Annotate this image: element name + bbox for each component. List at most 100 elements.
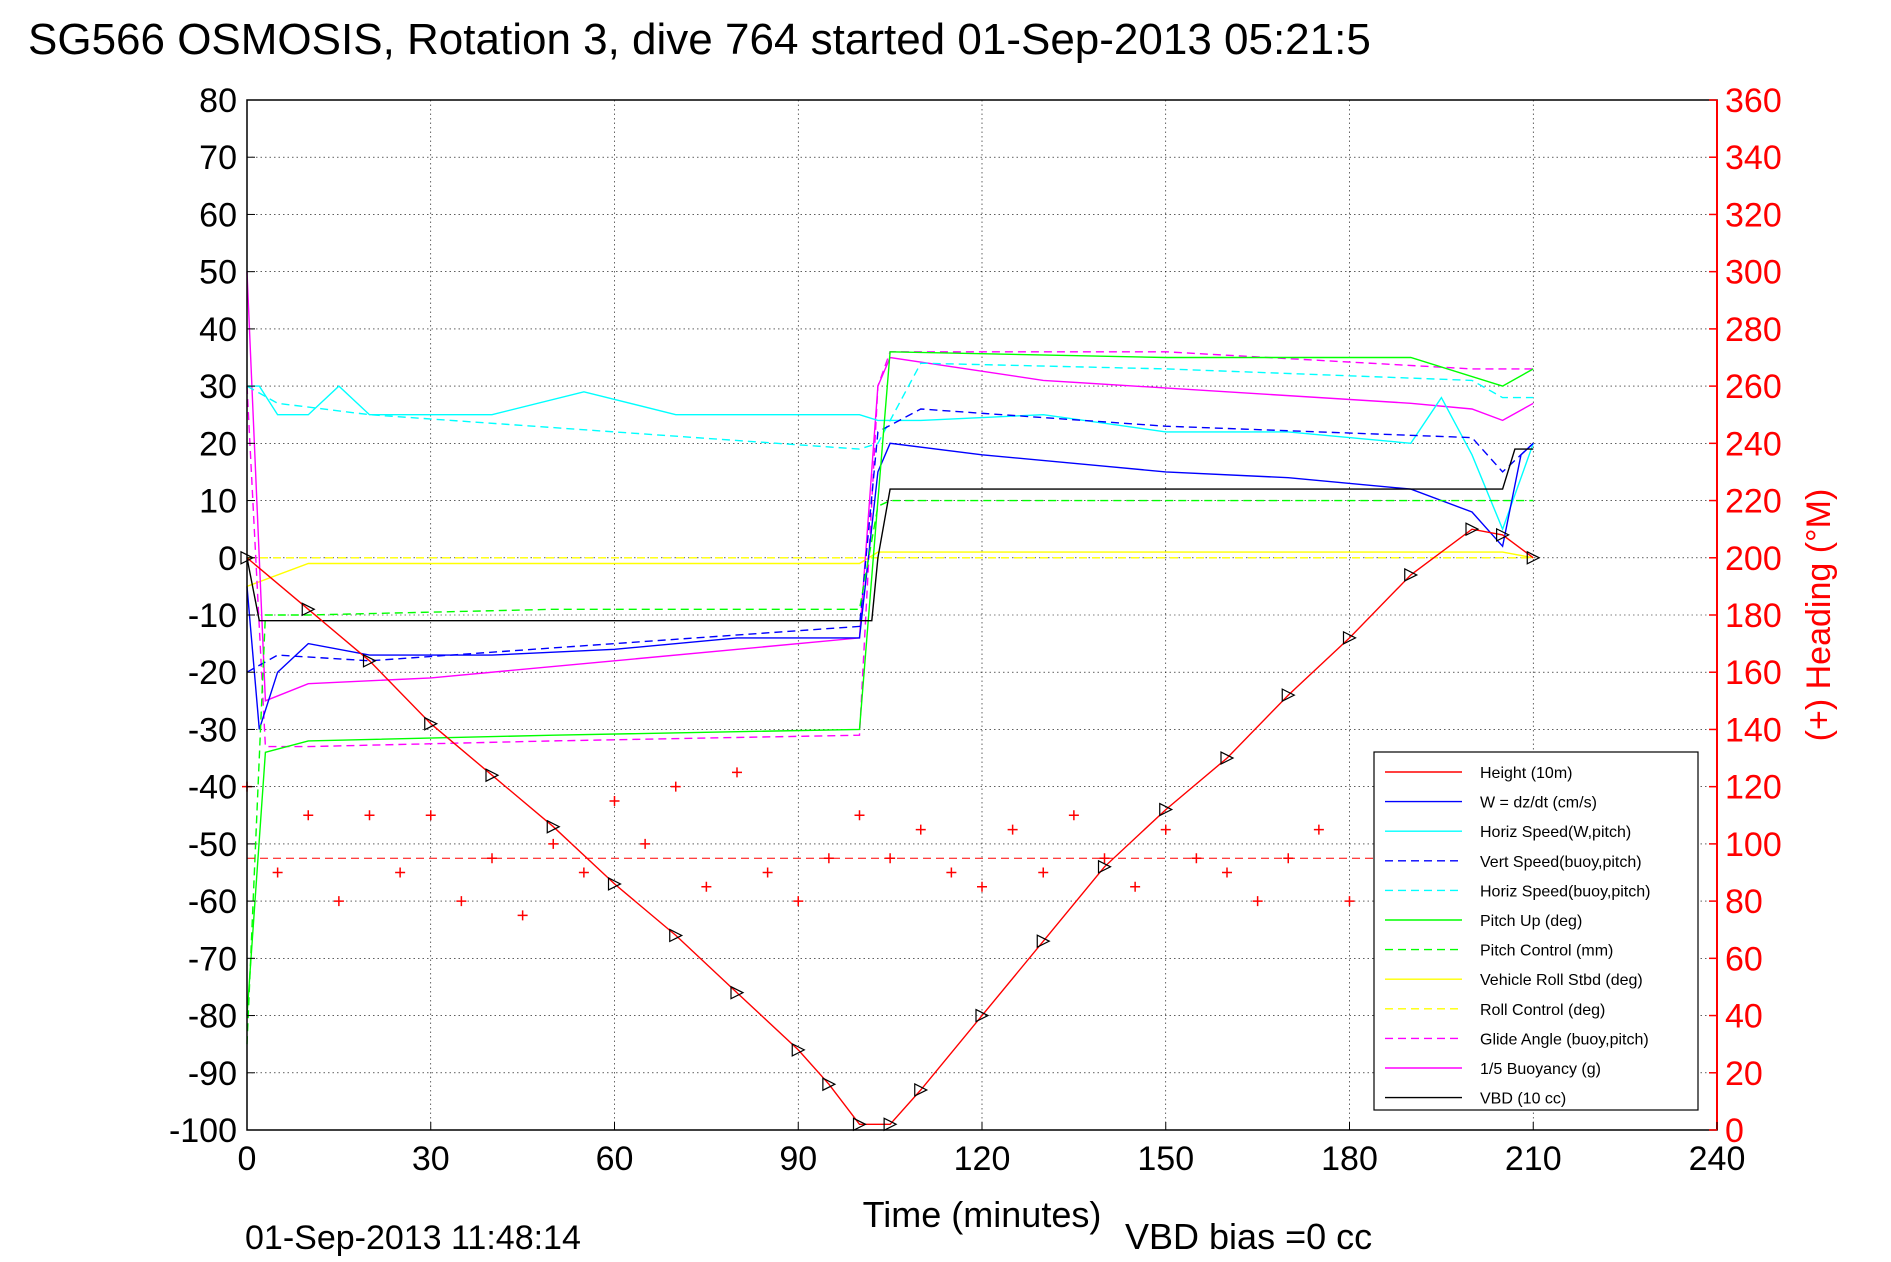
height-marker [301,602,316,617]
x-tick-label: 150 [1137,1140,1194,1178]
y-tick-label: -90 [188,1055,237,1093]
height-marker [791,1042,806,1057]
height-marker [424,716,439,731]
series-line-3 [246,408,1534,673]
legend: Height (10m) W = dz/dt (cm/s) Horiz Speed(… [1373,751,1699,1111]
heading-point [272,867,283,878]
series-line-4 [246,362,1534,450]
y2-tick-label: 0 [1725,1112,1744,1150]
height-marker [485,768,500,783]
chart-title: SG566 OSMOSIS, Rotation 3, dive 764 star… [28,15,1371,64]
legend-label: Pitch Up (deg) [1480,913,1582,930]
heading-point [1283,853,1294,864]
legend-label: Pitch Control (mm) [1480,943,1613,960]
heading-point [1313,824,1324,835]
y2-tick-label: 20 [1725,1055,1763,1093]
heading-point [793,896,804,907]
x-tick-label: 240 [1689,1140,1746,1178]
heading-point [701,881,712,892]
legend-label: Horiz Speed(buoy,pitch) [1480,883,1650,900]
heading-point [670,781,681,792]
series-line-2 [247,385,1534,532]
heading-point [1222,867,1232,878]
y2-tick-label: 280 [1725,311,1782,349]
y-tick-label: -50 [188,826,237,864]
legend-label: Height (10m) [1480,765,1572,782]
heading-point [1068,810,1079,821]
y-axis-left: 80 70 60 50 40 30 20 10 0 -10 -20 -30 -40 -50 -60 -70 -8… [169,82,255,1150]
y-tick-label: 10 [199,483,237,521]
heading-point [946,867,957,878]
height-marker [1496,527,1510,542]
x-tick-label: 90 [779,1140,817,1178]
legend-label: Vehicle Roll Stbd (deg) [1480,972,1643,989]
height-marker [1159,802,1174,817]
y-tick-label: 50 [199,254,237,292]
heading-point [823,853,834,864]
heading-point [977,881,987,892]
y-tick-label: 0 [218,540,237,578]
heading-point [578,867,589,878]
vbd-bias-label: VBD bias =0 cc [1125,1216,1372,1257]
x-tick-label: 60 [596,1140,634,1178]
series-line-10 [246,271,1534,702]
heading-point [762,867,773,878]
y-axis-right-label: (+) Heading (°M) [1800,489,1838,742]
y2-tick-label: 120 [1725,769,1782,807]
y-tick-label: -20 [188,654,237,692]
heading-point [425,810,436,821]
heading-point [609,795,620,806]
series-line-9 [246,351,1534,748]
x-tick-label: 180 [1321,1140,1378,1178]
y2-tick-label: 260 [1725,368,1782,406]
series-line-6 [246,499,1534,1045]
y-tick-label: -80 [188,998,237,1036]
x-tick-label: 120 [954,1140,1011,1178]
height-marker [1036,934,1051,949]
heading-point [1160,824,1171,835]
height-marker [1097,859,1112,874]
y2-tick-label: 220 [1725,483,1782,521]
height-marker [1342,630,1357,645]
y2-tick-label: 360 [1725,82,1782,120]
x-tick-label: 0 [238,1140,257,1178]
height-marker [1281,688,1296,703]
y-tick-label: 40 [199,311,237,349]
height-marker [883,1117,898,1132]
y-tick-label: -70 [188,940,237,978]
y2-tick-label: 160 [1725,654,1782,692]
legend-label: Vert Speed(buoy,pitch) [1480,854,1642,871]
series-line-0 [246,528,1534,1126]
heading-point [1007,824,1018,835]
y2-tick-label: 340 [1725,139,1782,177]
y2-tick-label: 100 [1725,826,1782,864]
legend-label: Glide Angle (buoy,pitch) [1480,1031,1649,1048]
heading-point [640,838,651,849]
y2-tick-label: 80 [1725,883,1763,921]
heading-markers [242,767,1386,921]
series-line-11 [246,448,1534,622]
heading-point [364,810,375,821]
height-marker [852,1117,867,1132]
x-tick-label: 210 [1505,1140,1562,1178]
heading-point [1191,853,1202,864]
height-marker [546,819,561,834]
heading-point [395,867,406,878]
y2-tick-label: 180 [1725,597,1782,635]
footer-timestamp: 01-Sep-2013 11:48:14 [245,1219,581,1257]
heading-point [885,853,896,864]
x-axis: 0 30 60 90 120 150 180 210 240 [238,1122,1746,1178]
heading-point [1099,853,1110,864]
y2-tick-label: 40 [1725,998,1763,1036]
series-layer [246,271,1534,1126]
height-marker [362,653,377,668]
y-tick-label: 30 [199,368,237,406]
height-marker [1526,550,1541,565]
y2-tick-label: 240 [1725,425,1782,463]
y2-tick-label: 200 [1725,540,1782,578]
y-tick-label: 80 [199,82,237,120]
legend-label: W = dz/dt (cm/s) [1480,795,1597,812]
y-tick-label: -10 [188,597,237,635]
height-marker [607,876,622,891]
